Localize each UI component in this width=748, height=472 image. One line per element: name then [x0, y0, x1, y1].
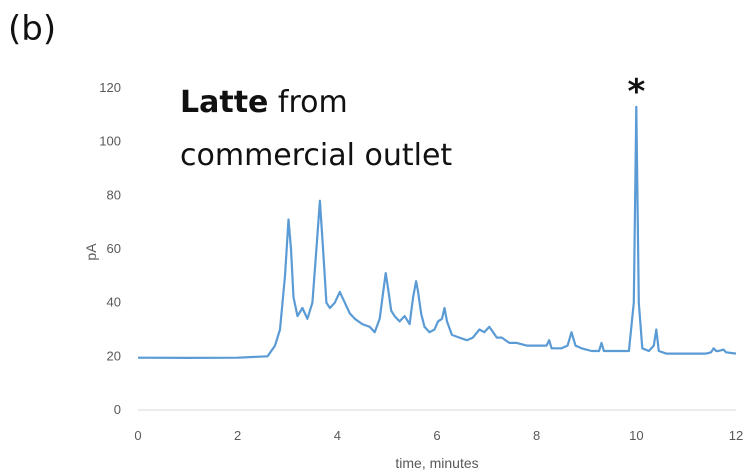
- y-tick-label: 120: [99, 80, 121, 95]
- panel-label: (b): [8, 9, 56, 49]
- sample-annotation-from: from: [268, 85, 347, 120]
- x-tick-label: 4: [334, 428, 341, 443]
- y-axis-title: pA: [83, 243, 99, 261]
- x-axis-title: time, minutes: [395, 455, 478, 471]
- x-tick-label: 0: [134, 428, 141, 443]
- sample-annotation-line2: commercial outlet: [180, 138, 452, 173]
- y-tick-label: 80: [107, 187, 121, 202]
- peak-marker-asterisk: *: [627, 72, 645, 112]
- y-tick-label: 0: [114, 402, 121, 417]
- x-tick-label: 2: [234, 428, 241, 443]
- x-axis-ticks: 0 2 4 6 8 10 12: [134, 428, 743, 443]
- x-tick-label: 12: [729, 428, 743, 443]
- y-tick-label: 100: [99, 134, 121, 149]
- y-tick-label: 60: [107, 241, 121, 256]
- sample-annotation-line1: Latte from: [180, 85, 348, 120]
- y-tick-label: 20: [107, 348, 121, 363]
- chromatogram-trace-line: [137, 105, 737, 359]
- x-tick-label: 8: [533, 428, 540, 443]
- x-tick-label: 6: [433, 428, 440, 443]
- y-axis-ticks: 0 20 40 60 80 100 120: [99, 80, 121, 417]
- y-tick-label: 40: [107, 295, 121, 310]
- sample-name: Latte: [180, 85, 268, 120]
- x-tick-label: 10: [629, 428, 643, 443]
